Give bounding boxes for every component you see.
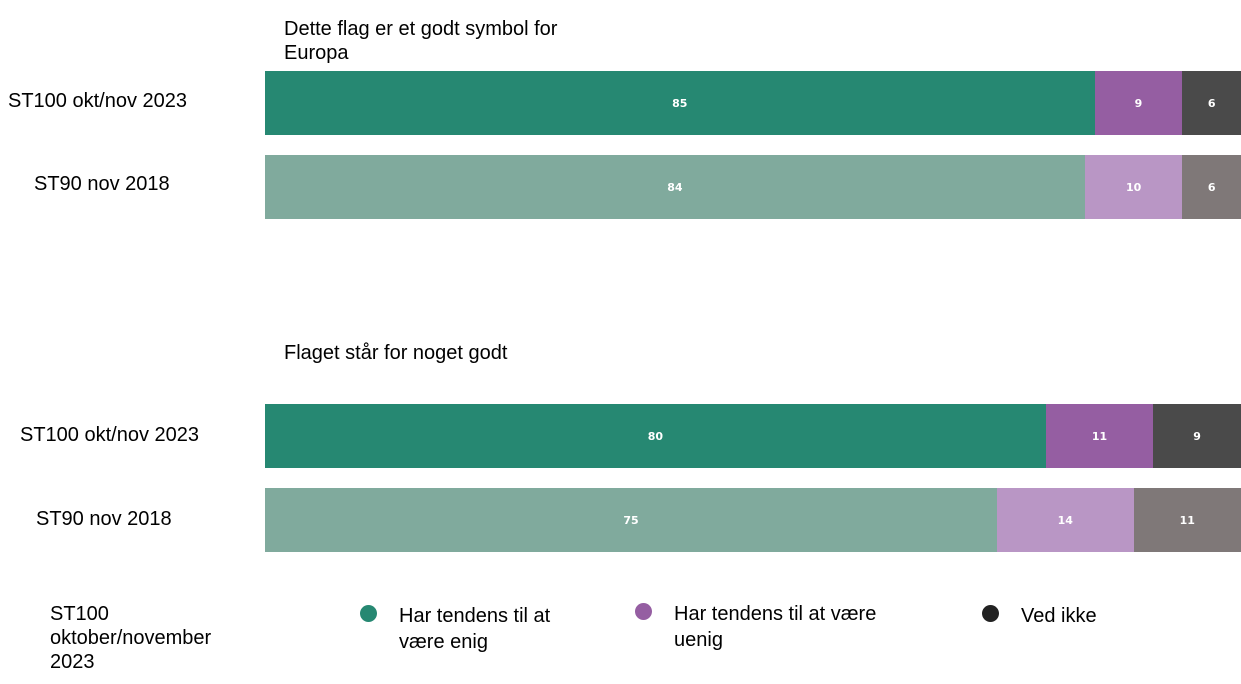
legend-item-dontknow: Ved ikke: [982, 603, 1097, 629]
legend-title: ST100 oktober/november 2023: [50, 603, 212, 673]
segment-disagree: 14: [997, 488, 1134, 552]
data-label: 10: [1125, 180, 1142, 194]
row-label: ST90 nov 2018: [34, 173, 170, 195]
legend-item-agree: Har tendens til at være enig: [360, 603, 550, 655]
legend-label: Ved ikke: [1021, 605, 1097, 627]
data-label: 75: [623, 513, 639, 527]
panel-title: Flaget står for noget godt: [284, 342, 508, 364]
panel-title: Dette flag er et godt symbol for Europa: [284, 18, 558, 64]
data-label: 11: [1179, 513, 1195, 527]
data-label: 85: [672, 96, 688, 110]
row-label: ST100 okt/nov 2023: [20, 424, 200, 446]
data-label: 9: [1134, 96, 1143, 110]
segment-dontknow: 6: [1182, 71, 1241, 135]
stacked-bar: 85 9 6: [265, 71, 1241, 135]
data-label: 6: [1207, 180, 1216, 194]
legend-label: Har tendens til at være enig: [399, 605, 551, 653]
segment-dontknow: 6: [1182, 155, 1241, 219]
stacked-bar: 75 14 11: [265, 488, 1241, 552]
segment-agree: 84: [265, 155, 1085, 219]
stacked-bar: 80 11 9: [265, 404, 1241, 468]
segment-dontknow: 9: [1153, 404, 1241, 468]
segment-disagree: 11: [1045, 404, 1154, 468]
segment-agree: 75: [265, 488, 997, 552]
data-label: 84: [667, 180, 683, 194]
segment-dontknow: 11: [1133, 488, 1241, 552]
segment-disagree: 10: [1084, 155, 1183, 219]
data-label: 6: [1207, 96, 1216, 110]
legend-dot-disagree-icon: [635, 603, 652, 620]
row-label: ST90 nov 2018: [36, 508, 172, 530]
data-label: 80: [647, 429, 664, 443]
data-label: 11: [1091, 429, 1108, 443]
legend-label: Har tendens til at være uenig: [674, 603, 877, 651]
segment-disagree: 9: [1094, 71, 1183, 135]
legend-item-disagree: Har tendens til at være uenig: [635, 601, 876, 653]
legend-dot-agree-icon: [360, 605, 377, 622]
stacked-bar: 84 10 6: [265, 155, 1241, 219]
data-label: 9: [1193, 429, 1201, 443]
segment-agree: 85: [265, 71, 1095, 135]
segment-agree: 80: [265, 404, 1046, 468]
row-label: ST100 okt/nov 2023: [8, 90, 188, 112]
data-label: 14: [1057, 513, 1073, 527]
legend-dot-dontknow-icon: [982, 605, 999, 622]
